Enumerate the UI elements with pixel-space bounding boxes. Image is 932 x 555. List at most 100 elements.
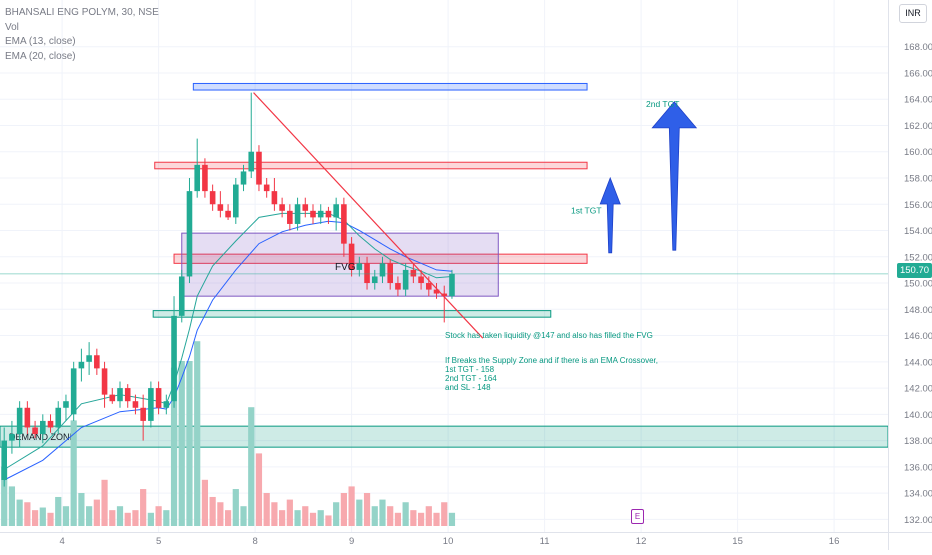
volume-bar (163, 510, 169, 526)
candle-body (380, 263, 386, 276)
candle-body (233, 185, 239, 218)
candle-body (218, 204, 224, 211)
x-tick-label: 9 (349, 536, 354, 547)
volume-bar (233, 489, 239, 526)
volume-bar (78, 493, 84, 526)
volume-bar (341, 493, 347, 526)
volume-bar (364, 493, 370, 526)
candle-body (341, 204, 347, 243)
volume-bar (101, 480, 107, 526)
candle-body (418, 276, 424, 283)
volume-bar (140, 489, 146, 526)
volume-bar (356, 500, 362, 526)
x-tick-label: 8 (252, 536, 257, 547)
y-tick-label: 132.00 (904, 515, 932, 526)
indicator-ema13[interactable]: EMA (13, close) (5, 35, 159, 50)
candle-body (1, 441, 7, 480)
volume-bar (426, 506, 432, 526)
volume-bar (302, 506, 308, 526)
volume-bar (156, 506, 162, 526)
y-tick-label: 156.00 (904, 200, 932, 211)
zone-green-4 (153, 311, 551, 318)
candle-body (179, 276, 185, 315)
y-tick-label: 148.00 (904, 305, 932, 316)
candle-body (264, 185, 270, 192)
volume-bar (94, 500, 100, 526)
candle-body (225, 211, 231, 218)
candle-body (202, 165, 208, 191)
candle-body (117, 388, 123, 401)
candle-body (310, 211, 316, 218)
volume-bar (132, 510, 138, 526)
y-tick-label: 138.00 (904, 436, 932, 447)
candle-body (426, 283, 432, 290)
volume-bar (279, 510, 285, 526)
volume-bar (40, 508, 46, 526)
y-tick-label: 166.00 (904, 68, 932, 79)
volume-bar (256, 453, 262, 526)
volume-bar (387, 506, 393, 526)
candle-body (187, 191, 193, 276)
candle-body (63, 401, 69, 408)
candle-body (102, 368, 108, 394)
note-liquidity: Stock has taken liquidity @147 and also … (445, 331, 653, 340)
y-tick-label: 140.00 (904, 410, 932, 421)
volume-bar (248, 407, 254, 526)
candle-body (71, 368, 77, 414)
x-tick-label: 4 (59, 536, 64, 547)
candle-body (357, 263, 363, 270)
volume-bar (24, 502, 30, 526)
note-plan-line: If Breaks the Supply Zone and if there i… (445, 356, 658, 365)
volume-bar (17, 500, 23, 526)
candle-body (109, 395, 115, 402)
earnings-badge[interactable]: E (631, 509, 644, 524)
zone-blue-0 (193, 83, 587, 90)
candle-body (210, 191, 216, 204)
volume-bar (403, 502, 409, 526)
candle-body (449, 274, 455, 296)
volume-bar (9, 486, 15, 526)
candle-body (140, 408, 146, 421)
x-tick-label: 10 (443, 536, 454, 547)
y-tick-label: 164.00 (904, 95, 932, 106)
y-tick-label: 144.00 (904, 357, 932, 368)
candle-body (48, 421, 54, 428)
volume-bar (349, 486, 355, 526)
tgt1-label: 1st TGT (571, 205, 602, 215)
candle-body (25, 408, 31, 428)
zone-red-1 (155, 162, 587, 169)
volume-bar (86, 506, 92, 526)
symbol-title[interactable]: BHANSALI ENG POLYM, 30, NSE (5, 6, 159, 21)
zone-green-5 (0, 426, 888, 447)
candle-body (326, 211, 332, 218)
candle-body (287, 211, 293, 224)
currency-button[interactable]: INR (899, 4, 927, 23)
volume-bar (441, 502, 447, 526)
candle-body (387, 263, 393, 283)
candle-body (94, 355, 100, 368)
candle-body (86, 355, 92, 362)
volume-bar (148, 513, 154, 526)
indicator-vol[interactable]: Vol (5, 21, 159, 36)
volume-bar (186, 361, 192, 526)
x-tick-label: 11 (540, 536, 550, 547)
x-tick-label: 12 (636, 536, 647, 547)
x-tick-label: 16 (829, 536, 840, 547)
indicator-ema20[interactable]: EMA (20, close) (5, 50, 159, 65)
candle-body (241, 171, 247, 184)
volume-bar (32, 510, 38, 526)
candle-body (164, 401, 170, 408)
volume-bar (379, 500, 385, 526)
x-tick-label: 15 (732, 536, 743, 547)
volume-bar (325, 515, 331, 526)
volume-bar (225, 510, 231, 526)
y-tick-label: 168.00 (904, 42, 932, 53)
volume-bar (287, 500, 293, 526)
volume-bar (210, 497, 216, 526)
volume-bar (47, 513, 53, 526)
last-price-label: 150.70 (897, 263, 932, 278)
volume-bar (418, 513, 424, 526)
candle-body (79, 362, 85, 369)
